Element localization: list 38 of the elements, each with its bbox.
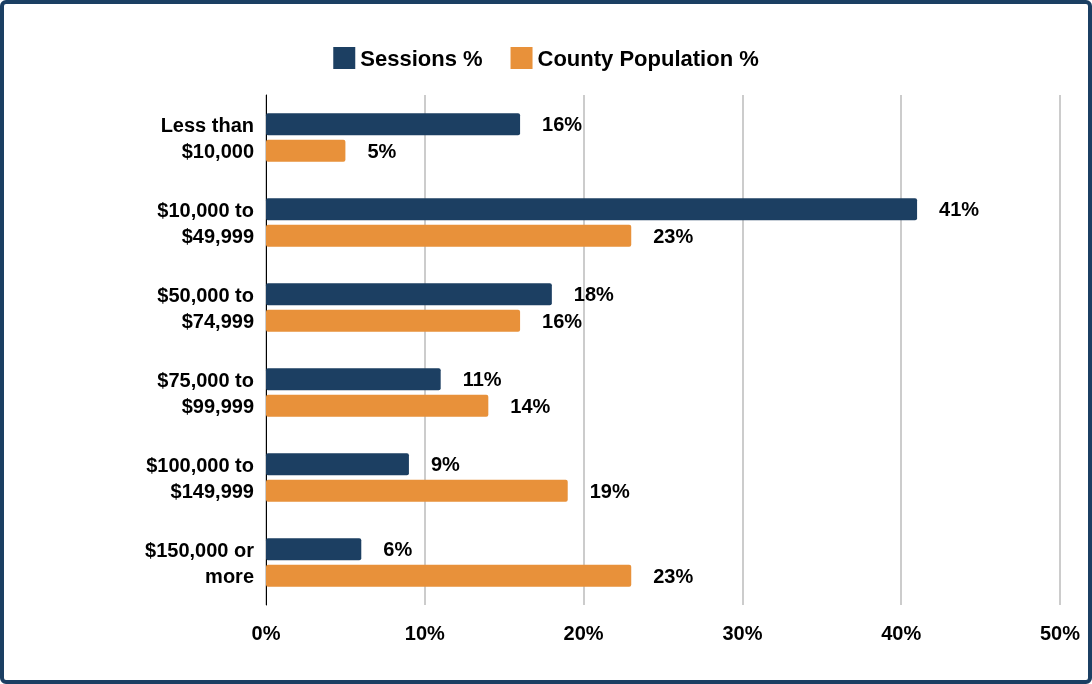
bar (266, 368, 441, 391)
y-tick-label: Less than $10,000 (160, 113, 254, 162)
bar (266, 394, 489, 417)
y-tick-label: $100,000 to $149,999 (146, 453, 254, 502)
bar (266, 564, 632, 587)
data-label: 23% (653, 564, 694, 587)
data-label: 11% (462, 368, 502, 391)
bar (266, 453, 409, 476)
data-label: 5% (367, 139, 397, 162)
x-tick-label: 0% (251, 622, 281, 644)
data-label: 16% (542, 113, 583, 136)
data-label: 18% (573, 283, 615, 306)
y-tick-label: $150,000 or more (145, 538, 255, 587)
bar (266, 538, 362, 561)
data-label: 16% (542, 309, 583, 332)
legend-label: Sessions % (360, 45, 483, 71)
legend-label: County Population % (537, 45, 759, 71)
data-label: 23% (653, 224, 694, 247)
y-tick-label: $50,000 to $74,999 (157, 283, 254, 332)
data-label: 41% (939, 198, 980, 221)
bar (266, 309, 521, 332)
data-label: 9% (430, 453, 461, 476)
bar (266, 198, 918, 221)
x-tick-label: 30% (722, 622, 763, 644)
bar (266, 479, 568, 502)
x-tick-label: 50% (1039, 622, 1081, 644)
bar (266, 113, 521, 136)
y-tick-label: $10,000 to $49,999 (157, 198, 254, 247)
x-tick-label: 10% (404, 622, 446, 644)
data-label: 14% (510, 394, 551, 417)
y-tick-label: $75,000 to $99,999 (157, 368, 254, 417)
bar (266, 224, 632, 247)
bar (266, 283, 552, 306)
bar (266, 139, 346, 162)
x-tick-label: 20% (563, 622, 604, 644)
x-tick-label: 40% (881, 622, 922, 644)
data-label: 19% (589, 479, 630, 502)
data-label: 6% (383, 538, 413, 561)
